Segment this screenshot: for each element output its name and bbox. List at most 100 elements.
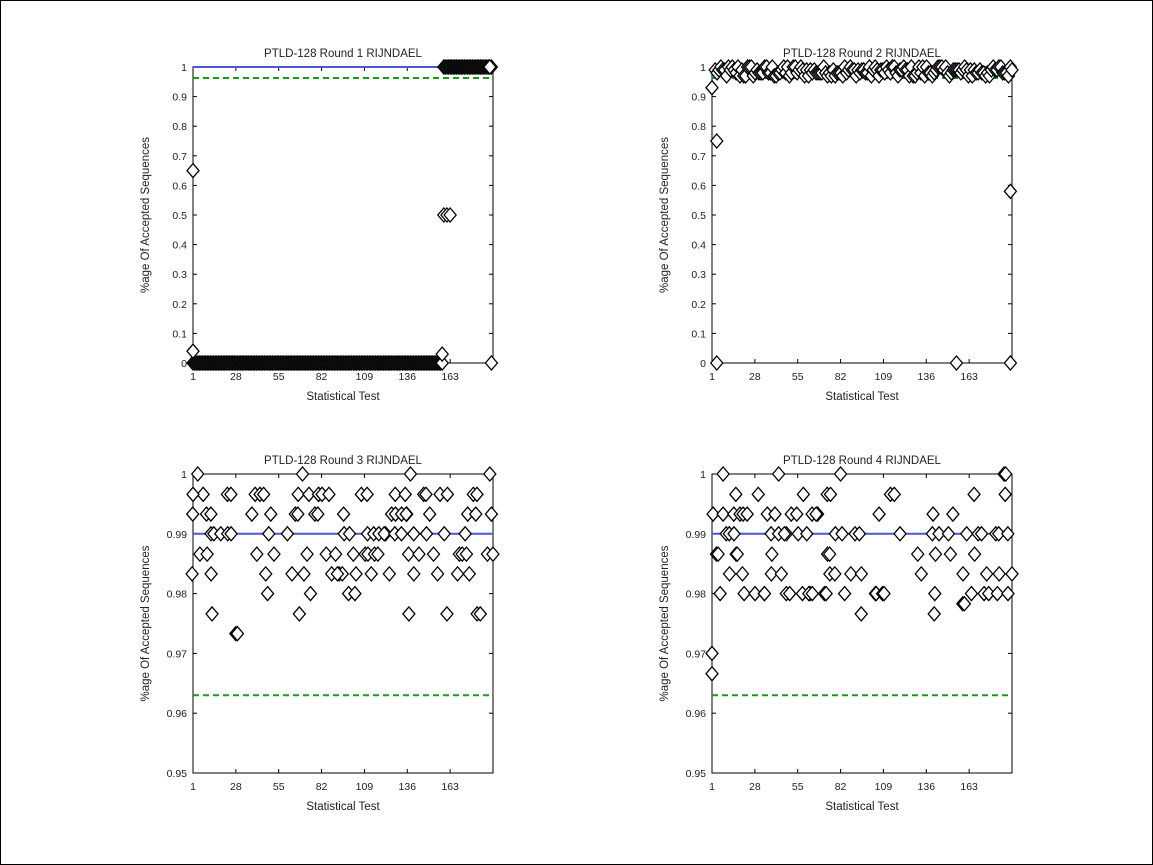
data-point [249,546,264,563]
data-point [789,506,804,523]
data-point [716,466,730,482]
data-point [291,486,306,503]
data-point [709,355,724,371]
markers [705,59,1019,371]
data-point [927,585,942,602]
data-point [774,565,789,582]
data-point [186,162,200,179]
data-point [482,59,497,75]
data-point [336,506,351,523]
data-point [285,565,299,582]
plot-area [711,66,1013,364]
data-point [342,525,357,542]
chart-panel-1: PTLD-128 Round 1 RIJNDAEL Statistical Tes… [140,48,499,403]
y-tick-label: 0.6 [691,180,706,192]
data-point [799,525,814,542]
data-point [303,585,318,602]
data-point [852,525,867,542]
data-point [843,565,858,582]
data-point [877,585,891,602]
data-point [473,605,488,622]
data-point [728,486,743,503]
chart-panel-3: PTLD-128 Round 3 RIJNDAEL Statistical Tes… [140,455,500,813]
data-point [371,546,385,563]
data-point [328,546,343,563]
x-axis-label: Statistical Test [306,801,380,813]
data-point [730,546,745,563]
data-point [419,486,433,503]
y-tick-label: 1 [181,62,187,74]
y-tick-label: 0 [181,358,187,370]
x-tick-label: 163 [441,371,459,383]
x-tick-label: 109 [356,371,374,383]
data-point [910,546,925,563]
data-point [967,546,982,563]
data-point [706,506,720,523]
data-point [468,506,483,523]
data-point [290,506,305,523]
data-point [926,506,940,523]
data-point [204,506,218,523]
data-point [705,665,719,682]
data-point [486,546,500,563]
y-tick-label: 0.98 [167,589,188,601]
x-tick-label: 82 [316,781,328,793]
plot-area [192,473,494,774]
x-tick-label: 82 [316,371,328,383]
y-tick-label: 0.7 [691,151,706,163]
x-axis-label: Statistical Test [306,391,380,403]
data-point [740,506,755,523]
x-tick-label: 163 [441,781,459,793]
data-point [292,605,307,622]
chart-title: PTLD-128 Round 3 RIJNDAEL [264,455,422,467]
data-point [737,585,751,602]
data-point [943,546,958,563]
data-point [722,565,737,582]
x-axis-label: Statistical Test [825,391,899,403]
data-point [245,506,259,523]
x-tick-label: 55 [273,371,285,383]
data-point [437,525,452,542]
chart-panel-2: PTLD-128 Round 2 RIJNDAEL Statistical Tes… [659,48,1019,403]
data-point [928,546,943,563]
data-point [256,486,271,503]
data-point [854,565,869,582]
data-point [827,565,842,582]
data-point [735,565,750,582]
data-point [330,565,345,582]
data-point [419,525,434,542]
data-point [263,506,278,523]
data-point [819,585,833,602]
data-point [949,355,964,371]
data-point [967,486,981,503]
y-axis-label: %age Of Accepted Sequences [140,137,152,293]
data-point [941,525,956,542]
x-tick-label: 28 [230,781,242,793]
data-point [459,546,474,563]
x-tick-label: 136 [918,781,936,793]
data-point [974,525,989,542]
markers [186,59,499,371]
data-point [914,565,929,582]
data-point [261,525,276,542]
x-tick-label: 136 [399,781,417,793]
data-point [186,486,200,503]
x-tick-label: 1 [190,781,196,793]
data-point [854,605,869,622]
data-point [204,565,218,582]
y-tick-label: 0.4 [691,240,706,252]
y-tick-label: 1 [700,469,706,481]
data-point [990,585,1005,602]
x-tick-label: 28 [230,371,242,383]
data-point [991,525,1006,542]
data-point [833,466,848,482]
data-point [484,506,499,523]
data-point [893,525,907,542]
data-point [302,486,316,503]
data-point [388,486,403,503]
data-point [964,585,979,602]
data-point [727,525,741,542]
y-tick-label: 0 [700,358,706,370]
chart-title: PTLD-128 Round 2 RIJNDAEL [783,48,941,60]
data-point [422,506,437,523]
